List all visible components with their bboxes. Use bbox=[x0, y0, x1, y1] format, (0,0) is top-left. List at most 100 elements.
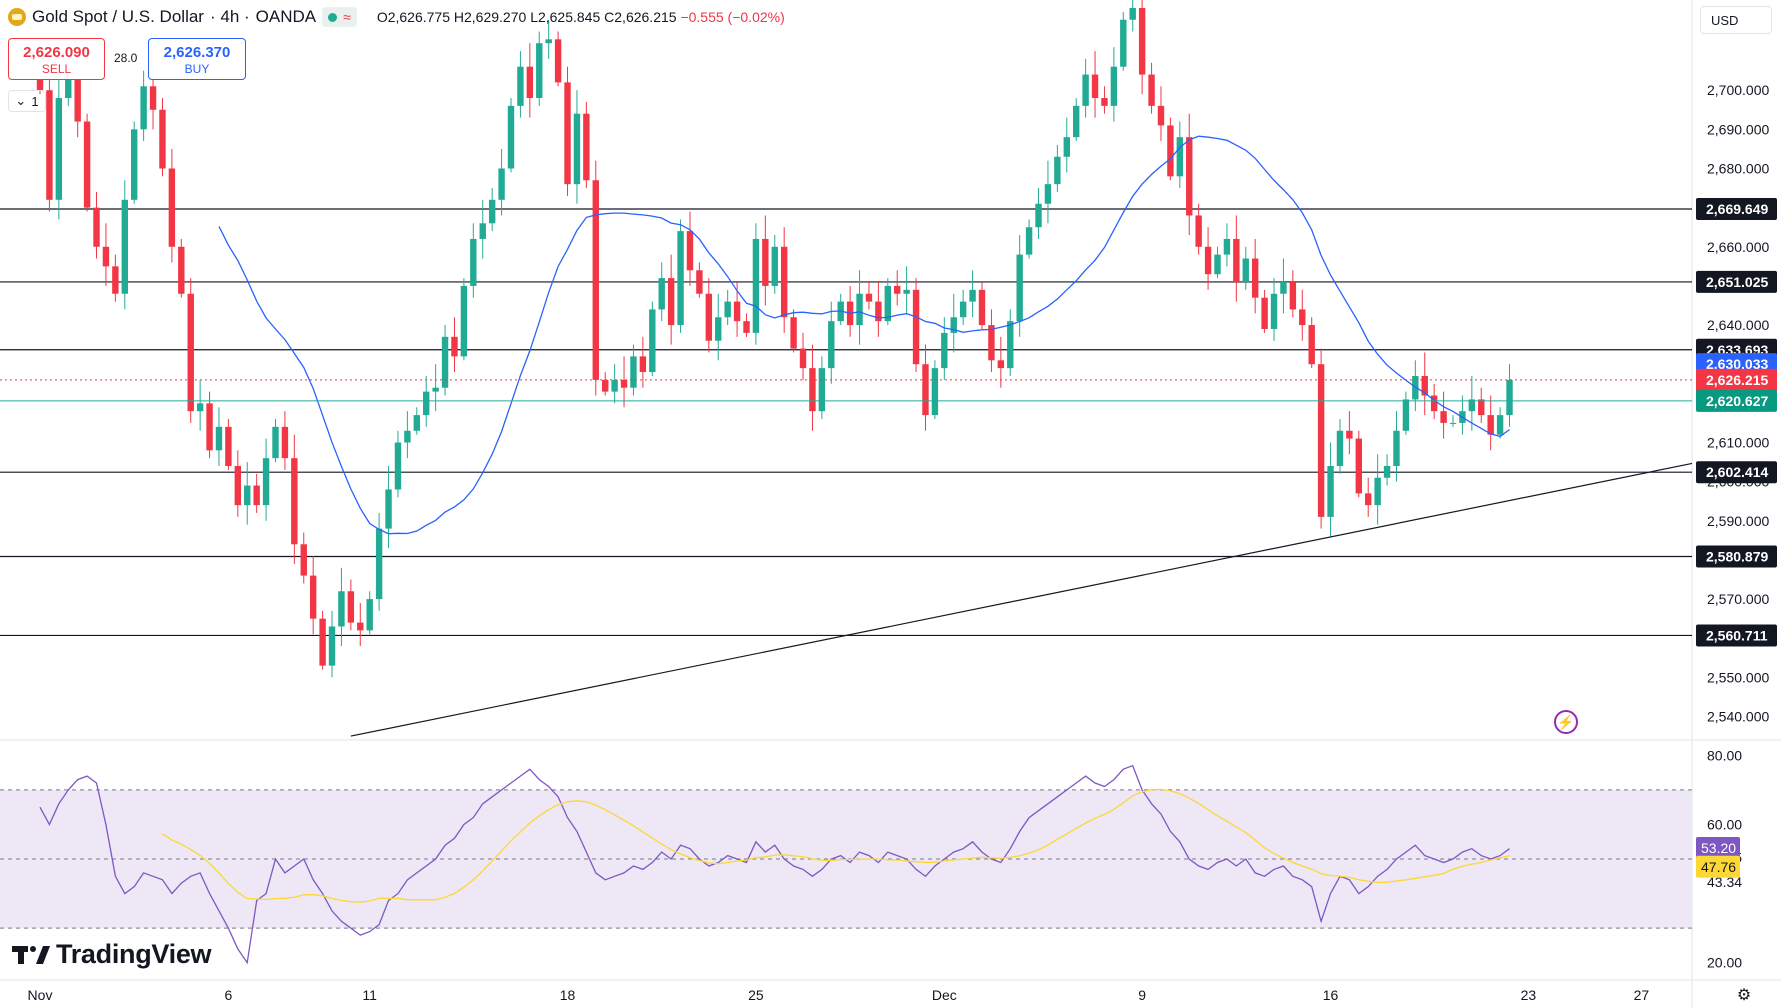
candle bbox=[149, 86, 157, 110]
candle bbox=[677, 231, 684, 326]
candle bbox=[1073, 105, 1080, 138]
rsi-tick-label: 43.34 bbox=[1707, 874, 1742, 890]
bid-price-tag-label: 2,620.627 bbox=[1706, 393, 1768, 409]
interval-label[interactable]: · 4h · bbox=[209, 7, 250, 26]
chevron-down-icon: ⌄ bbox=[15, 93, 27, 108]
candle bbox=[441, 336, 449, 388]
quantity-dropdown[interactable]: ⌄ 1 bbox=[8, 90, 46, 112]
candle bbox=[83, 121, 91, 208]
candle bbox=[338, 591, 345, 627]
candle bbox=[762, 238, 769, 286]
candle bbox=[1007, 321, 1014, 369]
candle bbox=[724, 301, 731, 318]
market-open-icon bbox=[328, 12, 338, 22]
candle bbox=[1289, 282, 1297, 310]
candle bbox=[1138, 8, 1146, 75]
tradingview-logo-icon bbox=[12, 945, 50, 964]
quantity-value: 1 bbox=[31, 93, 39, 109]
buy-button[interactable]: 2,626.370 BUY bbox=[148, 38, 246, 80]
level-tag-label: 2,669.649 bbox=[1706, 201, 1768, 217]
candle bbox=[93, 207, 100, 247]
trendline bbox=[350, 462, 1693, 737]
candle bbox=[1091, 74, 1099, 99]
rsi-line bbox=[39, 764, 1510, 965]
candle bbox=[715, 317, 722, 341]
candle bbox=[884, 285, 891, 322]
candle bbox=[1506, 379, 1513, 416]
candle bbox=[244, 485, 251, 506]
candle bbox=[639, 356, 647, 373]
candle bbox=[526, 66, 534, 99]
candle bbox=[178, 246, 185, 294]
candle bbox=[959, 301, 967, 318]
sell-label: SELL bbox=[41, 62, 72, 76]
candle bbox=[1430, 395, 1438, 412]
candle bbox=[1195, 215, 1202, 247]
time-tick-label: 18 bbox=[560, 987, 576, 1003]
candle bbox=[1044, 184, 1052, 204]
currency-label: USD bbox=[1711, 12, 1739, 28]
candle bbox=[328, 626, 336, 666]
currency-selector[interactable]: USD bbox=[1700, 6, 1772, 34]
chart-header: Gold Spot / U.S. Dollar · 4h · OANDA ≈ O… bbox=[8, 7, 785, 27]
candle bbox=[1374, 477, 1381, 506]
candle bbox=[1167, 125, 1174, 177]
rsi-ma-line bbox=[162, 788, 1510, 903]
candle bbox=[997, 360, 1005, 369]
level-tag bbox=[1696, 270, 1777, 293]
level-tag-label: 2,580.879 bbox=[1706, 548, 1768, 564]
market-status-pill[interactable]: ≈ bbox=[322, 7, 357, 27]
time-tick-label: Dec bbox=[932, 987, 957, 1003]
candle bbox=[941, 332, 948, 369]
candle bbox=[196, 403, 204, 412]
candle bbox=[1129, 8, 1136, 20]
level-tag bbox=[1696, 545, 1777, 568]
candle bbox=[1365, 493, 1372, 506]
candle bbox=[375, 528, 383, 600]
candle bbox=[234, 465, 242, 506]
candle bbox=[856, 293, 863, 326]
candle bbox=[225, 426, 232, 466]
candle bbox=[112, 266, 119, 294]
settings-gear-icon[interactable]: ⚙ bbox=[1736, 987, 1752, 1004]
candle bbox=[470, 238, 477, 286]
brand-name: TradingView bbox=[56, 939, 212, 969]
rsi-value-label: 53.20 bbox=[1701, 840, 1736, 856]
rsi-value-tag bbox=[1696, 836, 1740, 859]
candle bbox=[1063, 137, 1070, 157]
candle bbox=[573, 113, 581, 185]
candle bbox=[404, 430, 411, 443]
price-tick-label: 2,540.000 bbox=[1707, 709, 1769, 725]
candle bbox=[743, 321, 750, 333]
candle bbox=[922, 364, 929, 416]
symbol-title[interactable]: Gold Spot / U.S. Dollar bbox=[32, 7, 204, 26]
candle bbox=[1468, 399, 1476, 412]
candle bbox=[187, 293, 194, 412]
moving-average-line bbox=[218, 135, 1510, 535]
candle bbox=[950, 317, 957, 333]
candle bbox=[488, 199, 496, 224]
price-tick-label: 2,700.000 bbox=[1707, 82, 1769, 98]
candle bbox=[309, 575, 317, 619]
rsi-ma-tag bbox=[1696, 855, 1740, 878]
level-tag bbox=[1696, 624, 1777, 647]
candle bbox=[1402, 399, 1410, 431]
candle bbox=[611, 379, 618, 392]
candle bbox=[253, 485, 260, 506]
candle bbox=[658, 278, 665, 310]
lightning-icon[interactable]: ⚡ bbox=[1554, 710, 1578, 734]
time-tick-label: 25 bbox=[748, 987, 764, 1003]
current-price-tag-label: 2,626.215 bbox=[1706, 372, 1768, 388]
high-value: H2,629.270 bbox=[453, 9, 527, 25]
candle bbox=[1242, 258, 1249, 283]
candle bbox=[875, 301, 882, 322]
price-tick-label: 2,550.000 bbox=[1707, 669, 1769, 685]
candle bbox=[281, 426, 289, 459]
candle bbox=[536, 43, 543, 99]
sell-button[interactable]: 2,626.090 SELL bbox=[8, 38, 105, 80]
candle bbox=[969, 289, 976, 302]
candle bbox=[55, 98, 63, 200]
candle bbox=[413, 415, 420, 431]
candle bbox=[366, 599, 373, 631]
